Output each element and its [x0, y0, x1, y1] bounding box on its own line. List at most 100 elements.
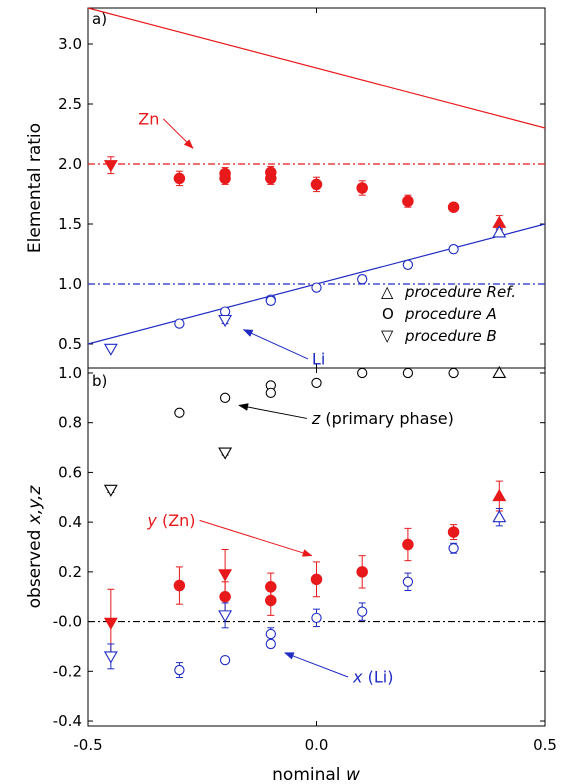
data-point-triangle-up: [492, 510, 507, 523]
annotation-text: (Zn): [157, 511, 196, 530]
y-tick-label: -0.0: [53, 613, 82, 631]
annotation-var: x: [352, 667, 363, 686]
data-point-circle: [402, 367, 414, 379]
data-point-triangle-up: [492, 488, 507, 502]
legend-label-ref: procedure Ref.: [404, 283, 516, 301]
annotation-arrowhead: [183, 139, 194, 149]
panel-b-ylabel-vars: x,y,z: [25, 485, 45, 526]
data-point-triangle-down: [218, 610, 233, 623]
annotation-label: x (Li): [352, 667, 393, 686]
annotation-var: z: [311, 409, 321, 428]
annotation-text: (Li): [363, 667, 394, 686]
data-point-triangle-down: [103, 651, 118, 664]
data-point-triangle-down: [218, 569, 233, 582]
panel-b-label: b): [92, 372, 107, 390]
x-axis-label: nominal w: [272, 765, 360, 784]
x-tick-label: 0.0: [305, 736, 329, 754]
annotation-arrowhead: [283, 652, 295, 660]
y-tick-label: 0.4: [58, 513, 82, 531]
panel-b-ylabel: observed x,y,z: [25, 485, 45, 609]
data-point-circle: [310, 178, 323, 191]
annotation-text: (primary phase): [320, 409, 454, 428]
y-tick-label: 0.5: [58, 335, 82, 353]
data-point-circle: [219, 172, 231, 185]
annotation-label: y (Zn): [146, 511, 195, 530]
data-point-circle: [448, 367, 459, 379]
y-tick-label: 1.5: [58, 215, 82, 233]
y-tick-label: 2.5: [58, 95, 82, 113]
y-tick-label: 3.0: [58, 35, 82, 53]
data-point-triangle-down: [103, 484, 118, 497]
data-point-circle: [173, 172, 186, 185]
data-point-circle: [402, 259, 414, 270]
data-point-circle: [357, 367, 368, 379]
data-point-circle: [219, 654, 231, 666]
y-tick-label: 0.2: [58, 563, 82, 581]
data-point-circle: [310, 573, 323, 586]
annotation-arrow: [238, 404, 308, 419]
data-point-circle: [219, 392, 231, 403]
data-point-circle: [174, 318, 185, 329]
annotation-arrowhead: [238, 403, 249, 411]
legend-symbol-a: O: [382, 305, 394, 323]
y-tick-label: 1.0: [58, 275, 82, 293]
data-point-circle: [402, 538, 414, 551]
data-point-triangle-down: [103, 160, 118, 173]
panel-a-ylabel: Elemental ratio: [25, 123, 45, 253]
annotation-arrowhead: [242, 329, 254, 337]
y-tick-label: 0.6: [58, 463, 82, 481]
x-tick-label: 0.5: [533, 736, 557, 754]
legend: △ procedure Ref. O procedure A ▽ procedu…: [381, 282, 516, 345]
zn-nominal-line: [87, 7, 546, 129]
data-point-circle: [311, 377, 322, 389]
data-point-circle: [265, 172, 277, 185]
x-tick-label: -0.5: [73, 736, 102, 754]
data-point-triangle-up: [492, 225, 507, 238]
data-point-circle: [265, 295, 276, 306]
y-tick-label: 0.8: [58, 414, 82, 432]
annotation-label: Li: [312, 349, 325, 368]
legend-symbol-ref: △: [381, 282, 394, 301]
panel-a-label: a): [92, 10, 107, 28]
legend-label-a: procedure A: [404, 305, 497, 323]
data-point-circle: [219, 306, 231, 317]
data-point-circle: [356, 566, 368, 578]
data-point-circle: [265, 628, 276, 640]
data-point-circle: [448, 543, 459, 554]
legend-label-b: procedure B: [404, 327, 497, 345]
data-point-circle: [265, 387, 276, 399]
annotation-label: Zn: [138, 109, 159, 128]
annotation-arrow: [284, 652, 349, 678]
data-point-circle: [173, 579, 186, 592]
panel-a: a) Elemental ratio 0.5 1.0 1.5 2.0 2.5 3.0 Zn L…: [25, 7, 546, 369]
data-point-triangle-down: [103, 617, 118, 630]
annotation-label: z (primary phase): [311, 409, 454, 428]
data-point-circle: [448, 244, 459, 255]
x-axis-label-var: w: [346, 765, 360, 784]
x-axis-label-prefix: nominal: [272, 765, 346, 784]
y-tick-label: 2.0: [58, 155, 82, 173]
y-tick-label: -0.2: [53, 662, 82, 680]
data-point-circle: [174, 664, 185, 676]
annotation-text: Zn: [138, 109, 159, 128]
legend-symbol-b: ▽: [381, 326, 394, 345]
annotation-arrow: [243, 329, 309, 360]
data-point-triangle-down: [103, 343, 118, 356]
data-point-circle: [265, 638, 276, 650]
annotation-arrow: [199, 519, 313, 557]
data-point-circle: [402, 576, 414, 587]
data-point-circle: [311, 282, 322, 293]
data-point-circle: [356, 182, 368, 194]
data-point-circle: [447, 526, 460, 538]
data-point-circle: [174, 407, 185, 418]
data-point-circle: [402, 195, 414, 207]
data-point-circle: [265, 594, 277, 607]
panel-b-ylabel-prefix: observed: [25, 524, 45, 608]
y-tick-label: 1.0: [58, 364, 82, 382]
data-point-triangle-up: [492, 365, 507, 379]
data-point-triangle-down: [218, 314, 233, 328]
annotation-var: y: [146, 511, 157, 530]
panel-b: b) observed x,y,z -0.4 -0.2 -0.0 0.2 0.4 0.6 0…: [25, 364, 546, 730]
data-point-triangle-down: [218, 447, 233, 460]
